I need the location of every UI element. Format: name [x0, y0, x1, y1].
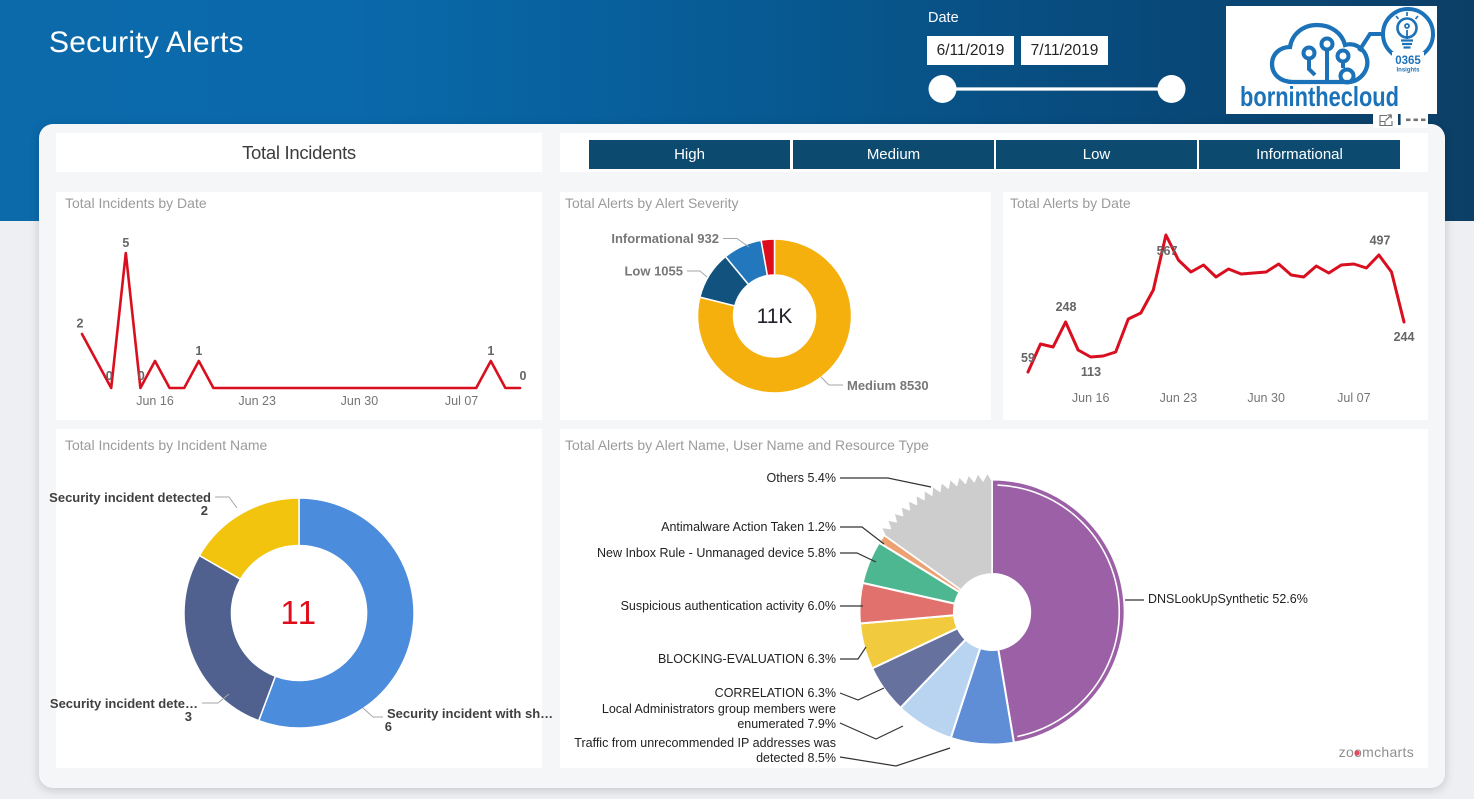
svg-text:244: 244: [1394, 330, 1415, 344]
svg-text:Jun 16: Jun 16: [1072, 391, 1110, 405]
svg-text:1: 1: [487, 344, 494, 358]
svg-text:enumerated 7.9%: enumerated 7.9%: [737, 717, 836, 731]
svg-text:zoomcharts: zoomcharts: [1339, 744, 1414, 760]
svg-text:BLOCKING-EVALUATION 6.3%: BLOCKING-EVALUATION 6.3%: [658, 652, 836, 666]
svg-text:Jun 30: Jun 30: [1247, 391, 1285, 405]
svg-text:Jul 07: Jul 07: [1337, 391, 1370, 405]
svg-text:Security incident with sh…: Security incident with sh…: [387, 706, 553, 721]
svg-text:0: 0: [106, 369, 113, 383]
svg-text:Jul 07: Jul 07: [445, 394, 478, 408]
svg-text:59: 59: [1021, 351, 1035, 365]
svg-text:5: 5: [122, 236, 129, 250]
svg-text:113: 113: [1081, 365, 1101, 379]
svg-text:Informational 932: Informational 932: [611, 231, 719, 246]
svg-text:Local Administrators group mem: Local Administrators group members were: [602, 702, 836, 716]
svg-text:6: 6: [385, 719, 392, 734]
svg-text:Jun 30: Jun 30: [341, 394, 379, 408]
svg-text:1: 1: [195, 344, 202, 358]
svg-text:Jun 23: Jun 23: [1160, 391, 1198, 405]
svg-text:0365: 0365: [1395, 55, 1421, 67]
svg-text:Jun 23: Jun 23: [238, 394, 276, 408]
svg-text:3: 3: [185, 709, 192, 724]
svg-text:Security incident detected: Security incident detected: [49, 490, 211, 505]
svg-text:DNSLookUpSynthetic 52.6%: DNSLookUpSynthetic 52.6%: [1148, 592, 1308, 606]
svg-text:Low 1055: Low 1055: [624, 264, 683, 279]
svg-text:Suspicious authentication acti: Suspicious authentication activity 6.0%: [621, 599, 836, 613]
svg-text:Medium 8530: Medium 8530: [847, 378, 929, 393]
svg-text:CORRELATION 6.3%: CORRELATION 6.3%: [715, 686, 836, 700]
svg-text:11K: 11K: [757, 305, 793, 328]
svg-text:Security incident dete…: Security incident dete…: [50, 696, 198, 711]
svg-text:567: 567: [1157, 244, 1178, 258]
svg-text:248: 248: [1056, 300, 1077, 314]
svg-text:11: 11: [280, 594, 317, 631]
svg-text:Insights: Insights: [1396, 68, 1420, 74]
svg-text:0: 0: [138, 369, 145, 383]
svg-text:497: 497: [1370, 234, 1391, 248]
svg-text:Jun 16: Jun 16: [136, 394, 174, 408]
svg-text:2: 2: [201, 503, 208, 518]
svg-text:Antimalware Action Taken 1.2%: Antimalware Action Taken 1.2%: [661, 520, 836, 534]
svg-text:Traffic from unrecommended IP: Traffic from unrecommended IP addresses …: [574, 736, 836, 750]
svg-text:borninthecloud: borninthecloud: [1240, 81, 1399, 112]
svg-text:0: 0: [520, 369, 527, 383]
svg-text:2: 2: [77, 317, 84, 331]
svg-text:detected 8.5%: detected 8.5%: [756, 751, 836, 765]
svg-text:Others 5.4%: Others 5.4%: [767, 471, 836, 485]
svg-text:New Inbox Rule - Unmanaged dev: New Inbox Rule - Unmanaged device 5.8%: [597, 546, 836, 560]
